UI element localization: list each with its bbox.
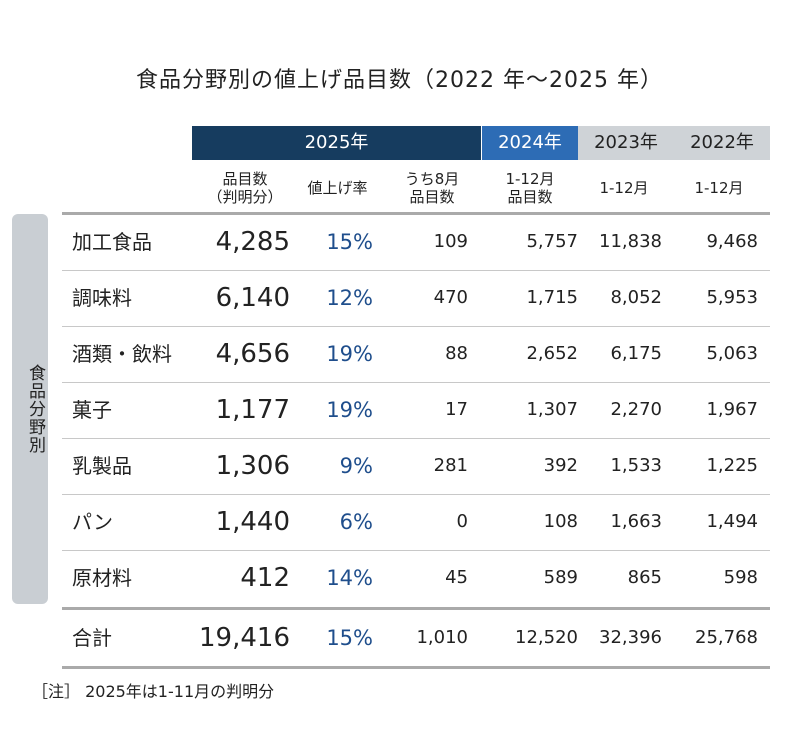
column-subheader: 1-12月 [694,179,744,197]
side-label: 食品分野別 [25,364,45,454]
august-items: 45 [445,567,468,588]
price-increase-rate: 15% [326,230,373,254]
items-2025: 4,656 [215,339,290,369]
items-2023: 1,533 [610,455,662,476]
items-2023: 6,175 [610,343,662,364]
items-2025: 1,440 [215,507,290,537]
august-items: 0 [456,511,468,532]
items-2022: 5,063 [706,343,758,364]
items-2024: 589 [543,567,578,588]
price-increase-rate: 14% [326,566,373,590]
row-divider [62,438,770,439]
items-2024: 1,715 [526,287,578,308]
footnote: ［注］ 2025年は1-11月の判明分 [32,682,275,701]
items-2022: 1,967 [706,399,758,420]
row-category: 加工食品 [72,230,152,254]
column-subheader: 値上げ率 [307,179,368,197]
price-increase-rate: 15% [326,626,373,650]
row-category: パン [72,510,113,534]
items-2025: 4,285 [215,227,290,257]
row-category: 合計 [72,626,112,650]
row-divider [62,666,770,669]
items-2025: 19,416 [199,623,290,653]
august-items: 470 [433,287,468,308]
items-2022: 9,468 [706,231,758,252]
row-divider [62,494,770,495]
price-increase-rate: 12% [326,286,373,310]
items-2022: 1,494 [706,511,758,532]
items-2024: 2,652 [526,343,578,364]
items-2023: 8,052 [610,287,662,308]
price-increase-rate: 9% [339,454,373,478]
price-increase-rate: 19% [326,398,373,422]
items-2023: 865 [627,567,662,588]
row-divider [62,212,770,215]
column-subheader: 1-12月 [599,179,649,197]
august-items: 281 [433,455,468,476]
row-category: 調味料 [72,286,132,310]
column-subheader: うち8月 品目数 [404,170,460,206]
august-items: 1,010 [416,627,468,648]
items-2023: 1,663 [610,511,662,532]
august-items: 17 [445,399,468,420]
items-2023: 32,396 [599,627,662,648]
items-2025: 1,177 [215,395,290,425]
side-label-band: 食品分野別 [12,214,48,604]
items-2023: 11,838 [599,231,662,252]
items-2022: 1,225 [706,455,758,476]
row-category: 菓子 [72,398,112,422]
items-2024: 1,307 [526,399,578,420]
items-2024: 108 [543,511,578,532]
august-items: 88 [445,343,468,364]
row-divider [62,607,770,610]
row-category: 原材料 [72,566,132,590]
row-divider [62,382,770,383]
items-2024: 5,757 [526,231,578,252]
items-2025: 6,140 [215,283,290,313]
items-2025: 1,306 [215,451,290,481]
august-items: 109 [433,231,468,252]
items-2024: 392 [543,455,578,476]
price-increase-rate: 19% [326,342,373,366]
page-title: 食品分野別の値上げ品目数（2022 年～2025 年） [136,68,663,93]
row-divider [62,326,770,327]
column-subheader: 品目数 （判明分） [207,170,283,206]
column-subheader: 1-12月 品目数 [505,170,555,206]
items-2022: 598 [723,567,758,588]
header-2023: 2023年 [578,126,674,160]
header-2024: 2024年 [482,126,578,160]
items-2023: 2,270 [610,399,662,420]
items-2022: 25,768 [695,627,758,648]
row-category: 酒類・飲料 [72,342,172,366]
row-divider [62,270,770,271]
row-divider [62,550,770,551]
header-2022: 2022年 [674,126,770,160]
row-category: 乳製品 [72,454,132,478]
items-2025: 412 [240,563,290,593]
items-2022: 5,953 [706,287,758,308]
header-2025: 2025年 [192,126,481,160]
items-2024: 12,520 [515,627,578,648]
price-increase-rate: 6% [339,510,373,534]
